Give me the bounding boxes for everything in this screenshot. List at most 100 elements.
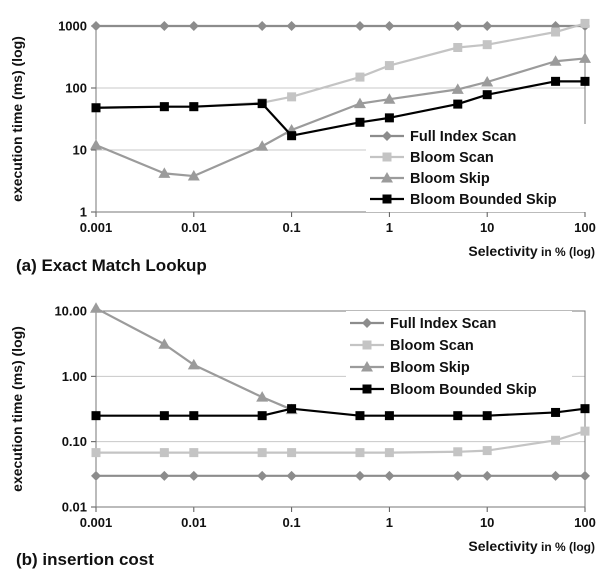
x-tick-label: 10 [480, 220, 494, 235]
legend-label: Bloom Scan [390, 338, 474, 354]
series-bloom-bounded-skip [91, 76, 590, 141]
data-point [452, 21, 463, 31]
data-point [257, 448, 267, 458]
data-point [551, 407, 561, 417]
chart-caption: (a) Exact Match Lookup [16, 256, 207, 275]
legend-label: Bloom Bounded Skip [390, 382, 537, 398]
data-point [551, 435, 561, 445]
data-point [257, 411, 267, 421]
legend: Full Index Scan Bloom Scan Bloom Skip Bloom… [346, 311, 572, 403]
data-point [451, 83, 464, 94]
data-point [453, 411, 463, 421]
y-tick-label: 0.01 [62, 500, 87, 515]
x-tick-label: 1 [386, 220, 393, 235]
series-bloom-scan [91, 18, 590, 113]
x-tick-label: 1 [386, 515, 393, 530]
data-point [90, 139, 102, 150]
legend-swatch-marker [361, 361, 373, 372]
x-axis-title-main: Selectivity [468, 243, 537, 259]
legend-item-bloom-bounded-skip: Bloom Bounded Skip [370, 192, 557, 208]
data-point [551, 27, 561, 37]
data-point [286, 21, 297, 31]
x-tick-label: 0.01 [181, 220, 206, 235]
legend-swatch-marker [382, 152, 392, 162]
data-point [189, 448, 199, 458]
y-tick-label: 100 [65, 81, 87, 96]
data-point [90, 302, 102, 313]
data-point [91, 21, 101, 31]
data-point [257, 470, 268, 481]
data-point [452, 470, 463, 481]
data-point [91, 448, 101, 458]
data-point [580, 76, 590, 86]
y-tick-label: 1000 [58, 19, 87, 34]
y-axis-title: execution time (ms) (log) [9, 36, 25, 202]
data-point [353, 97, 366, 109]
data-point [482, 21, 493, 31]
y-tick-label: 10 [73, 143, 87, 158]
series-bloom-skip [90, 302, 298, 415]
data-point [355, 117, 365, 127]
legend-item-full-index-scan: Full Index Scan [350, 316, 496, 332]
data-point [550, 470, 561, 481]
series-line [95, 22, 586, 109]
data-point [355, 72, 365, 82]
data-point [287, 131, 297, 141]
x-tick-label: 100 [574, 220, 596, 235]
data-point [257, 99, 267, 109]
data-point [187, 358, 200, 370]
legend-item-bloom-skip: Bloom Skip [350, 360, 470, 376]
data-point [159, 102, 169, 112]
x-axis-title-suffix: in % (log) [538, 540, 595, 554]
legend-label: Bloom Bounded Skip [410, 192, 557, 208]
legend-swatch-marker [362, 384, 372, 394]
data-point [355, 411, 365, 421]
data-point [256, 391, 269, 402]
legend-label: Bloom Scan [410, 150, 494, 166]
series-bloom-bounded-skip [91, 404, 590, 421]
y-tick-label: 10.00 [54, 304, 87, 319]
series-full-index-scan [91, 470, 590, 481]
legend-background [366, 124, 592, 212]
data-point [189, 411, 199, 421]
y-tick-label: 0.10 [62, 434, 87, 449]
data-point [453, 43, 463, 53]
data-point [580, 404, 590, 414]
data-point [91, 470, 101, 481]
data-point [384, 61, 394, 71]
legend-item-full-index-scan: Full Index Scan [370, 129, 516, 145]
x-axis-title: Selectivity in % (log) [468, 538, 595, 554]
x-axis-title: Selectivity in % (log) [468, 243, 595, 259]
series-full-index-scan [91, 21, 590, 31]
legend-label: Bloom Skip [390, 360, 470, 376]
series-line [96, 407, 586, 417]
legend-background [346, 311, 572, 403]
data-point [158, 167, 171, 178]
y-axis-title: execution time (ms) (log) [9, 326, 25, 492]
data-point [580, 470, 590, 481]
data-point [257, 21, 268, 31]
data-point [159, 411, 169, 421]
data-point [189, 102, 199, 112]
data-point [91, 103, 101, 113]
data-point [287, 92, 297, 102]
legend: Full Index Scan Bloom Scan Bloom Skip Bloom… [366, 124, 592, 212]
data-point [354, 470, 365, 481]
data-point [287, 404, 297, 414]
data-point [579, 52, 591, 63]
y-tick-label: 1 [80, 205, 87, 220]
data-point [580, 426, 590, 436]
data-point [481, 75, 494, 87]
legend-swatch-marker [382, 131, 392, 141]
data-point [355, 448, 365, 458]
data-point [91, 411, 101, 421]
data-point [384, 21, 395, 31]
x-tick-label: 0.1 [283, 515, 301, 530]
x-axis-title-main: Selectivity [468, 538, 537, 554]
data-point [159, 448, 169, 458]
legend-swatch-marker [382, 194, 392, 204]
chart-caption: (b) insertion cost [16, 550, 154, 569]
x-tick-label: 100 [574, 515, 596, 530]
legend-label: Full Index Scan [410, 129, 516, 145]
